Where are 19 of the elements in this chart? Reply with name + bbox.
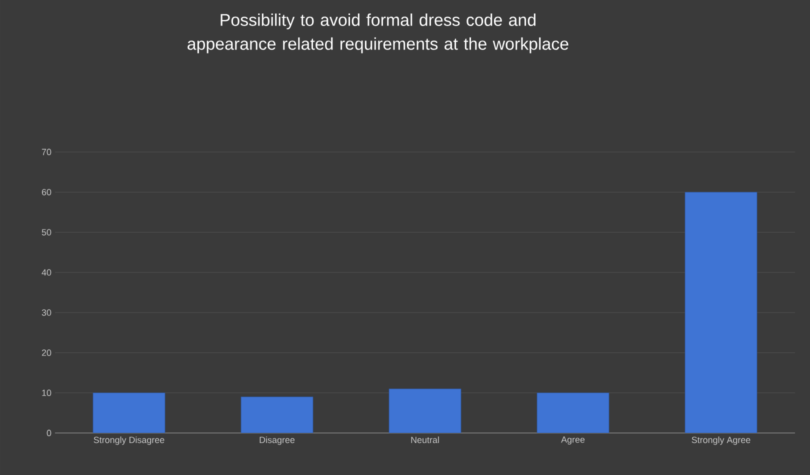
y-tick-label: 50 xyxy=(42,229,52,236)
y-tick-label: 70 xyxy=(42,148,52,156)
x-tick-label: Neutral xyxy=(411,436,439,444)
x-tick-label: Strongly Disagree xyxy=(94,436,164,445)
bar xyxy=(536,392,610,433)
bar xyxy=(240,396,314,433)
y-tick-label: 20 xyxy=(42,350,52,356)
chart-title: Possibility to avoid formal dress code and appearance related requirements at the workplace xyxy=(188,14,568,54)
x-tick-label: Disagree xyxy=(260,436,295,445)
bar xyxy=(92,392,166,433)
y-tick-label: 40 xyxy=(42,269,52,276)
y-tick-label: 10 xyxy=(42,390,52,396)
x-tick-label: Agree xyxy=(561,436,585,445)
y-tick-label: 30 xyxy=(42,309,52,316)
x-tick-label: Strongly Agree xyxy=(692,436,750,445)
bar xyxy=(388,388,462,433)
y-tick-label: 0 xyxy=(46,430,52,436)
bar xyxy=(684,192,758,433)
y-tick-label: 60 xyxy=(42,188,52,196)
